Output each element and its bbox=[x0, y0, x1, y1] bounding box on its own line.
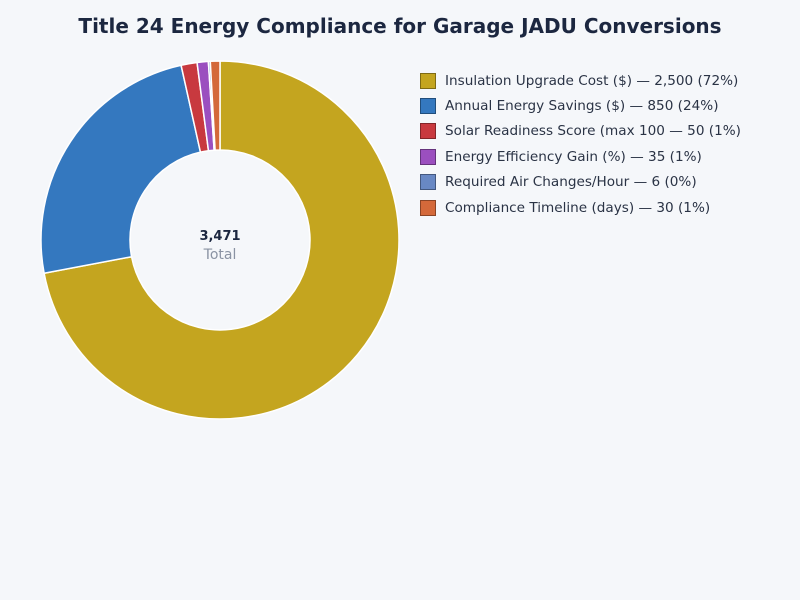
legend-item: Required Air Changes/Hour — 6 (0%) bbox=[420, 170, 741, 195]
center-total-label: Total bbox=[203, 247, 237, 263]
legend-swatch bbox=[420, 98, 436, 115]
legend-swatch bbox=[420, 148, 436, 165]
legend-swatch bbox=[420, 174, 436, 191]
donut-slice-1 bbox=[40, 64, 202, 275]
legend-label: Insulation Upgrade Cost ($) — 2,500 (72%… bbox=[445, 72, 739, 89]
legend-label: Required Air Changes/Hour — 6 (0%) bbox=[445, 174, 697, 191]
legend: Insulation Upgrade Cost ($) — 2,500 (72%… bbox=[420, 68, 741, 220]
legend-label: Energy Efficiency Gain (%) — 35 (1%) bbox=[445, 148, 702, 165]
legend-swatch bbox=[420, 72, 436, 89]
legend-label: Compliance Timeline (days) — 30 (1%) bbox=[445, 199, 711, 216]
center-total-value: 3,471 bbox=[199, 229, 240, 244]
donut-slice-0 bbox=[43, 60, 400, 420]
legend-item: Solar Readiness Score (max 100 — 50 (1%) bbox=[420, 119, 741, 144]
chart-title: Title 24 Energy Compliance for Garage JA… bbox=[78, 14, 722, 38]
donut-slice-5 bbox=[209, 60, 221, 151]
legend-swatch bbox=[420, 123, 436, 140]
legend-swatch bbox=[420, 199, 436, 216]
legend-item: Annual Energy Savings ($) — 850 (24%) bbox=[420, 93, 741, 118]
legend-label: Solar Readiness Score (max 100 — 50 (1%) bbox=[445, 123, 741, 140]
legend-item: Insulation Upgrade Cost ($) — 2,500 (72%… bbox=[420, 68, 741, 93]
legend-item: Compliance Timeline (days) — 30 (1%) bbox=[420, 195, 741, 220]
legend-label: Annual Energy Savings ($) — 850 (24%) bbox=[445, 98, 719, 115]
legend-item: Energy Efficiency Gain (%) — 35 (1%) bbox=[420, 144, 741, 169]
